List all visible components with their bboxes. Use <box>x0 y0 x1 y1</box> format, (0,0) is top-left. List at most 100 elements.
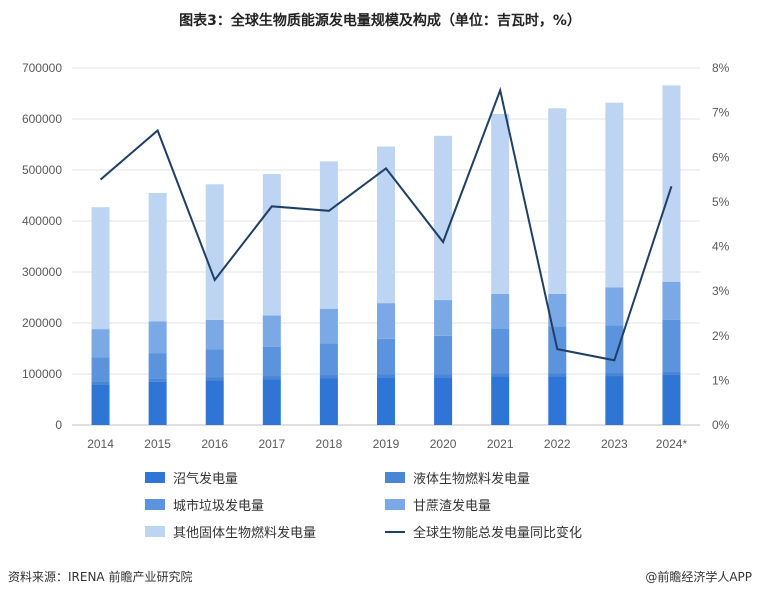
legend-label: 甘蔗渣发电量 <box>413 498 491 514</box>
bar-segment <box>605 325 624 373</box>
bar-segment <box>148 353 167 379</box>
bar-segment <box>605 372 624 377</box>
bar-segment <box>91 207 110 330</box>
x-tick-label: 2024* <box>656 437 688 451</box>
bar-segment <box>491 373 510 377</box>
bar-segment <box>262 174 281 316</box>
bar-segment <box>319 378 338 425</box>
bar-segment <box>262 346 281 377</box>
bar-segment <box>91 384 110 425</box>
legend-swatch <box>385 499 405 510</box>
bar-segment <box>148 378 167 382</box>
legend-swatch <box>145 472 165 483</box>
bar-segment <box>491 328 510 374</box>
x-tick-label: 2021 <box>487 437 514 451</box>
bar-segment <box>434 135 453 301</box>
y-left-tick-label: 600000 <box>22 112 62 126</box>
y-right-tick-label: 1% <box>712 373 730 387</box>
bar-segment <box>319 161 338 309</box>
bar-segment <box>91 381 110 385</box>
bar-segment <box>548 376 567 425</box>
legend-label: 全球生物能总发电量同比变化 <box>413 525 582 541</box>
source-note: 资料来源：IRENA 前瞻产业研究院 <box>8 570 193 584</box>
bar-segment <box>548 373 567 377</box>
bar-segment <box>205 319 224 350</box>
legend-label: 城市垃圾发电量 <box>173 498 264 514</box>
legend-swatch <box>145 499 165 510</box>
y-right-tick-label: 2% <box>712 329 730 343</box>
x-tick-label: 2019 <box>373 437 400 451</box>
bar-segment <box>262 315 281 347</box>
bar-segment <box>662 319 681 372</box>
legend-label: 液体生物燃料发电量 <box>413 471 530 487</box>
bar-segment <box>319 343 338 376</box>
bar-segment <box>662 281 681 320</box>
y-left-tick-label: 0 <box>55 418 62 432</box>
bar-segment <box>262 379 281 425</box>
bar-segment <box>548 293 567 327</box>
yoy-line <box>99 86 673 362</box>
bar-segment <box>148 192 167 322</box>
y-right-tick-label: 4% <box>712 240 730 254</box>
x-tick-label: 2017 <box>258 437 285 451</box>
bar-segment <box>148 381 167 425</box>
bar-segment <box>491 376 510 425</box>
bar-segment <box>434 374 453 378</box>
y-left-tick-label: 700000 <box>22 61 62 75</box>
bar-segment <box>319 308 338 344</box>
y-left-tick-label: 300000 <box>22 265 62 279</box>
bar-segment <box>662 375 681 425</box>
bar-segment <box>377 338 395 375</box>
bar-segment <box>662 371 681 376</box>
bar-segment <box>434 377 453 425</box>
bar-segment <box>662 85 681 282</box>
x-tick-label: 2023 <box>601 437 628 451</box>
bar-segment <box>605 287 624 326</box>
y-left-tick-label: 100000 <box>22 367 62 381</box>
bar-segment <box>205 349 224 378</box>
brand-credit: @前瞻经济学人APP <box>645 570 752 584</box>
bar-segment <box>319 375 338 379</box>
bar-segment <box>377 374 395 378</box>
legend-swatch <box>385 472 405 483</box>
bar-segment <box>262 376 281 380</box>
y-right-tick-label: 7% <box>712 106 730 120</box>
bar-segment <box>491 293 510 329</box>
bar-segment <box>434 335 453 375</box>
x-tick-label: 2014 <box>87 437 114 451</box>
y-right-tick-label: 6% <box>712 150 730 164</box>
x-tick-label: 2016 <box>201 437 228 451</box>
bar-segment <box>605 376 624 425</box>
bar-segment <box>91 329 110 358</box>
y-left-tick-label: 200000 <box>22 316 62 330</box>
x-tick-label: 2020 <box>430 437 457 451</box>
bar-segment <box>491 113 510 294</box>
bar-segment <box>548 108 567 294</box>
x-axis-ticks: 2014 2015 2016 2017 2018 2019 2020 2021 2022 2023… <box>87 437 687 451</box>
y-right-tick-label: 5% <box>712 195 730 209</box>
chart-title: 图表3：全球生物质能源发电量规模及构成（单位：吉瓦时，%） <box>179 13 581 29</box>
legend-label: 沼气发电量 <box>173 471 238 487</box>
right-y-axis-ticks: 0% 1% 2% 3% 4% 5% 6% 7% 8% <box>712 61 730 432</box>
legend-swatch <box>145 526 165 537</box>
bar-segment <box>205 380 224 425</box>
x-tick-label: 2015 <box>144 437 171 451</box>
bar-segment <box>377 377 395 425</box>
left-y-axis-ticks: 0 100000 200000 300000 400000 500000 600000 700… <box>22 61 62 432</box>
bar-segment <box>605 102 624 288</box>
bar-segment <box>91 357 110 382</box>
y-left-tick-label: 500000 <box>22 163 62 177</box>
bars <box>91 85 681 425</box>
legend-label: 其他固体生物燃料发电量 <box>173 525 316 541</box>
y-right-tick-label: 0% <box>712 418 730 432</box>
y-left-tick-label: 400000 <box>22 214 62 228</box>
bar-segment <box>377 303 395 339</box>
bar-segment <box>148 321 167 354</box>
x-tick-label: 2018 <box>316 437 343 451</box>
x-tick-label: 2022 <box>544 437 571 451</box>
bar-segment <box>377 146 395 304</box>
y-right-tick-label: 3% <box>712 284 730 298</box>
bar-segment <box>205 184 224 320</box>
